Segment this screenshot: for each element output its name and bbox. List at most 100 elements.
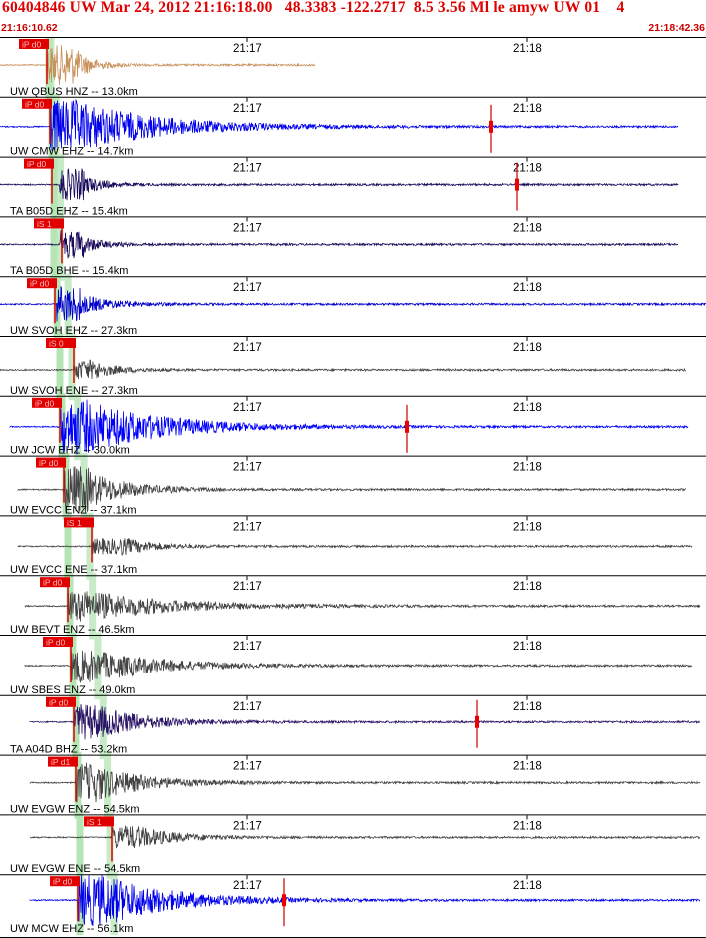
minute-tick-label: 21:18 — [513, 581, 542, 593]
minute-tick-label: 21:18 — [513, 43, 542, 55]
waveform — [9, 399, 689, 455]
waveform — [17, 466, 687, 514]
glitch-marker — [282, 894, 286, 907]
end-time: 21:18:42.36 — [648, 22, 705, 34]
station-label: UW JCW EHZ -- 30.0km — [10, 445, 130, 457]
minute-tick-label: 21:17 — [233, 641, 262, 653]
waveform — [24, 591, 701, 622]
minute-tick-label: 21:17 — [233, 820, 262, 832]
station-label: TA B05D BHE -- 15.4km — [10, 265, 128, 277]
minute-tick-label: 21:18 — [513, 462, 542, 474]
trace-panel: 21:17 21:18 iP d0 TA A04D BHZ -- 53.2km — [0, 694, 706, 756]
minute-tick-label: 21:17 — [233, 880, 262, 892]
waveform — [0, 45, 316, 85]
waveform — [0, 359, 687, 380]
minute-tick-label: 21:18 — [513, 521, 542, 533]
trace-panel: 21:17 21:18 iP d0 UW EVCC ENZ -- 37.1km — [0, 455, 706, 516]
station-label: UW SVOH ENE -- 27.3km — [10, 385, 138, 397]
trace-panel: 21:17 21:18 iP d0 UW JCW EHZ -- 30.0km — [0, 395, 706, 457]
pick-label: iP d0 — [46, 638, 65, 648]
pick-box — [24, 158, 54, 169]
trace-panel: 21:17 21:18 iS 1 UW EVGW ENE -- 54.5km — [0, 814, 706, 875]
pick-box — [34, 218, 64, 229]
station-label: UW CMW EHZ -- 14.7km — [10, 146, 133, 158]
waveform — [29, 825, 701, 849]
waveform — [0, 285, 706, 322]
minute-tick-label: 21:17 — [233, 103, 262, 115]
pick-label: iS 1 — [87, 817, 102, 827]
minute-tick-label: 21:18 — [513, 701, 542, 713]
waveform — [0, 168, 679, 201]
station-label: UW EVCC ENE -- 37.1km — [10, 564, 137, 576]
glitch-marker — [405, 420, 409, 433]
minute-tick-label: 21:17 — [233, 222, 262, 234]
minute-tick-label: 21:17 — [233, 761, 262, 773]
glitch-marker — [489, 120, 493, 133]
station-label: UW EVGW ENZ -- 54.5km — [10, 803, 140, 815]
minute-tick-label: 21:18 — [513, 342, 542, 354]
trace-panel: 21:17 21:18 iS 1 TA B05D BHE -- 15.4km — [0, 216, 706, 277]
pick-label: iP d0 — [27, 159, 46, 169]
minute-tick-label: 21:17 — [233, 521, 262, 533]
minute-tick-label: 21:17 — [233, 701, 262, 713]
trace-panel: 21:17 21:18 iP d0 UW BEVT ENZ -- 46.5km — [0, 575, 706, 636]
pick-label: iP d0 — [49, 697, 68, 707]
pick-box — [43, 637, 73, 647]
start-time: 21:16:10.62 — [1, 22, 58, 34]
pick-box — [64, 517, 94, 528]
minute-tick-label: 21:18 — [513, 103, 542, 115]
trace-panel: 21:17 21:18 iP d0 UW MCW EHZ -- 56.1km — [0, 874, 706, 935]
station-label: TA B05D EHZ -- 15.4km — [10, 205, 128, 217]
trace-panel: 21:17 21:18 iP d1 UW EVGW ENZ -- 54.5km — [0, 754, 706, 815]
minute-tick-label: 21:18 — [513, 222, 542, 234]
waveform — [29, 874, 701, 927]
minute-tick-label: 21:18 — [513, 402, 542, 414]
minute-tick-label: 21:17 — [233, 342, 262, 354]
pick-label: iP d0 — [35, 398, 54, 408]
minute-tick-label: 21:18 — [513, 761, 542, 773]
pick-box — [84, 816, 114, 827]
pick-box — [48, 756, 78, 767]
minute-tick-label: 21:18 — [513, 880, 542, 892]
pick-label: iP d0 — [43, 578, 62, 588]
pick-box — [40, 577, 70, 588]
station-label: TA A04D BHZ -- 53.2km — [10, 744, 127, 756]
minute-tick-label: 21:17 — [233, 581, 262, 593]
pick-box — [19, 39, 49, 49]
glitch-marker — [515, 178, 519, 191]
pick-box — [27, 278, 57, 289]
minute-tick-label: 21:18 — [513, 641, 542, 653]
pick-box — [46, 338, 76, 348]
minute-tick-label: 21:17 — [233, 402, 262, 414]
pick-label: iS 1 — [37, 219, 52, 229]
trace-panel: 21:17 21:18 iS 1 UW EVCC ENE -- 37.1km — [0, 515, 706, 576]
pick-label: iS 1 — [67, 518, 82, 528]
pick-label: iP d0 — [25, 99, 44, 109]
pick-label: iP d0 — [30, 279, 49, 289]
pick-label: iP d1 — [51, 757, 70, 767]
station-label: UW SBES ENZ -- 49.0km — [10, 684, 135, 696]
station-label: UW BEVT ENZ -- 46.5km — [10, 624, 134, 636]
header: 60404846 UW Mar 24, 2012 21:16:18.00 48.… — [0, 0, 706, 34]
minute-tick-label: 21:18 — [513, 163, 542, 175]
minute-tick-label: 21:17 — [233, 282, 262, 294]
pick-label: iP d0 — [53, 877, 72, 887]
station-label: UW QBUS HNZ -- 13.0km — [10, 86, 138, 98]
event-title: 60404846 UW Mar 24, 2012 21:16:18.00 48.… — [2, 0, 625, 16]
pick-label: iP d0 — [39, 458, 58, 468]
pick-box — [36, 457, 66, 468]
minute-tick-label: 21:18 — [513, 820, 542, 832]
pick-label: iP d0 — [22, 40, 41, 50]
trace-panel: 21:17 21:18 iS 0 UW SVOH ENE -- 27.3km — [0, 336, 706, 397]
minute-tick-label: 21:18 — [513, 282, 542, 294]
pick-box — [22, 98, 52, 109]
waveform — [29, 762, 701, 803]
waveform — [24, 650, 693, 684]
waveform — [0, 98, 679, 151]
pick-box — [32, 397, 62, 408]
trace-panel: 21:17 21:18 iP d0 UW SVOH EHZ -- 27.3km — [0, 276, 706, 337]
station-label: UW MCW EHZ -- 56.1km — [10, 923, 133, 935]
waveform — [29, 703, 700, 740]
waveform — [17, 538, 693, 556]
